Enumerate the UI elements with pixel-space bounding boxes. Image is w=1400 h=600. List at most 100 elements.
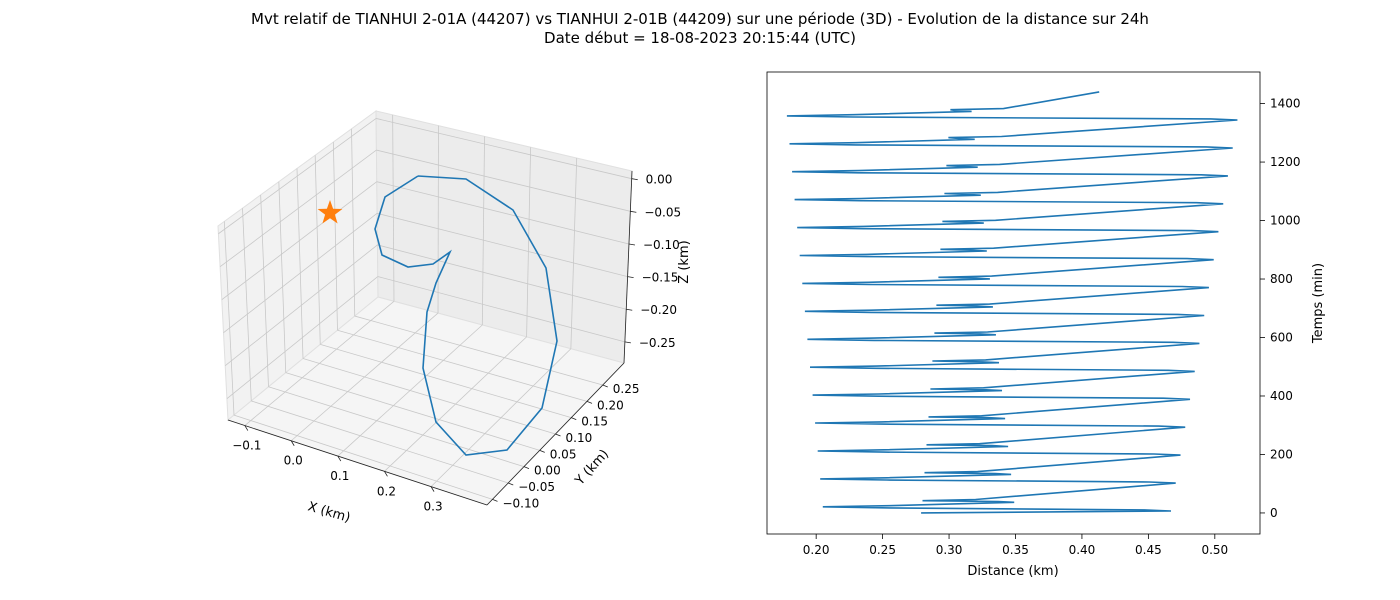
x-tick-4 xyxy=(430,486,435,492)
x-tick-label-4: 0.3 xyxy=(424,500,443,514)
x-axis-label-distance: Distance (km) xyxy=(967,564,1058,579)
grid-z-left-5 xyxy=(226,276,379,399)
grid-z-left-0 xyxy=(218,118,377,235)
z-tick-5 xyxy=(624,341,631,344)
x-tick-3 xyxy=(384,471,388,477)
y-tick-3 xyxy=(539,449,545,453)
y-tick-2 xyxy=(523,466,530,470)
grid-y-wall-3 xyxy=(278,181,287,373)
plot-distance: 0.20 0.25 0.30 0.35 0.40 0.45 0.50 0 200 400 600 8… xyxy=(766,71,1326,579)
y-axis-label-time: Temps (min) xyxy=(1311,263,1326,344)
origin-star-marker xyxy=(317,200,343,224)
grid-y-floor-7 xyxy=(354,315,603,386)
z-tick-label-3: −0.15 xyxy=(642,271,679,285)
distance-tick-label-3: 0.35 xyxy=(1002,543,1029,557)
x-tick-label-2: 0.1 xyxy=(330,469,349,483)
time-tick-label-1: 200 xyxy=(1270,447,1293,461)
z-tick-label-4: −0.20 xyxy=(640,303,677,317)
grid-z-left-4 xyxy=(224,244,378,366)
grid-y-wall-0 xyxy=(223,221,235,416)
z-tick-label-5: −0.25 xyxy=(639,336,676,350)
grid-z-left-3 xyxy=(223,212,378,334)
ticks-3d: −0.1 0.0 0.1 0.2 0.3 −0.10 −0.05 0.00 0.05 0.10 0.… xyxy=(232,173,681,514)
grid-z-left-1 xyxy=(219,149,377,268)
y-tick-label-6: 0.20 xyxy=(597,398,624,412)
grid-z-right-1 xyxy=(376,149,631,212)
y-tick-label-7: 0.25 xyxy=(613,382,640,396)
y-tick-0 xyxy=(492,498,498,502)
grid-z-right-4 xyxy=(377,244,627,310)
chart-title-line2: Date début = 18-08-2023 20:15:44 (UTC) xyxy=(544,29,856,47)
distance-series-line xyxy=(786,91,1238,514)
grid-y-wall-6 xyxy=(332,142,338,331)
time-tick-label-5: 1000 xyxy=(1270,214,1301,228)
z-tick-1 xyxy=(630,210,637,213)
y-tick-label-1: −0.05 xyxy=(518,480,555,494)
x-tick-label-1: 0.0 xyxy=(284,454,303,468)
y-tick-label-5: 0.15 xyxy=(581,415,608,429)
grid-z-right-0 xyxy=(375,118,632,180)
y-tick-7 xyxy=(602,384,608,388)
y-tick-4 xyxy=(555,433,561,437)
y-tick-5 xyxy=(571,417,577,421)
z-tick-label-2: −0.10 xyxy=(643,238,680,252)
time-tick-label-2: 400 xyxy=(1270,389,1293,403)
z-tick-4 xyxy=(626,308,633,311)
time-tick-label-3: 600 xyxy=(1270,331,1293,345)
x-axis-label: X (km) xyxy=(306,499,352,525)
grid-y-floor-0 xyxy=(233,414,493,500)
z-axis-line xyxy=(623,170,633,364)
y-axis-label: Y (km) xyxy=(572,447,612,489)
x-tick-1 xyxy=(290,440,295,446)
z-tick-2 xyxy=(628,243,636,246)
y-tick-6 xyxy=(586,400,593,404)
relative-orbit-line xyxy=(374,175,558,456)
x-tick-2 xyxy=(337,455,342,462)
y-ticks: 0 200 400 600 800 1000 1200 1400 xyxy=(1260,97,1301,520)
grid-y-wall-2 xyxy=(260,194,269,387)
distance-tick-label-5: 0.45 xyxy=(1135,543,1162,557)
grid-y-wall-4 xyxy=(296,168,304,359)
grid-y-wall-1 xyxy=(242,208,252,401)
grid-z-left-2 xyxy=(221,181,378,301)
grid-z-right-2 xyxy=(376,181,630,245)
time-tick-label-6: 1200 xyxy=(1270,155,1301,169)
grid-y-wall-7 xyxy=(351,128,356,317)
time-tick-label-7: 1400 xyxy=(1270,97,1301,111)
y-tick-label-2: 0.00 xyxy=(534,464,561,478)
grid-x-wall-2 xyxy=(481,136,485,325)
distance-tick-label-0: 0.20 xyxy=(803,543,830,557)
grid-z-right-3 xyxy=(377,212,628,277)
grid-y-floor-3 xyxy=(285,372,540,451)
grid-x-wall-0 xyxy=(392,114,395,302)
grid-y-floor-1 xyxy=(251,400,509,484)
y-tick-1 xyxy=(508,482,514,486)
grid-x-wall-3 xyxy=(526,147,532,337)
chart-title-line1: Mvt relatif de TIANHUI 2-01A (44207) vs … xyxy=(251,10,1149,28)
y-tick-label-3: 0.05 xyxy=(550,447,577,461)
x-tick-0 xyxy=(244,425,249,431)
z-tick-0 xyxy=(631,178,638,181)
distance-tick-label-1: 0.25 xyxy=(869,543,896,557)
distance-tick-label-4: 0.40 xyxy=(1069,543,1096,557)
x-tick-label-0: −0.1 xyxy=(232,439,261,453)
y-tick-label-4: 0.10 xyxy=(566,431,593,445)
z-axis-label: Z (km) xyxy=(677,240,692,283)
x-tick-label-3: 0.2 xyxy=(377,484,396,498)
grid-y-floor-5 xyxy=(320,343,572,419)
time-tick-label-0: 0 xyxy=(1270,506,1278,520)
x-axis-line xyxy=(227,419,488,506)
z-tick-3 xyxy=(627,276,634,278)
grid-x-wall-4 xyxy=(570,158,578,349)
y-tick-label-0: −0.10 xyxy=(502,496,539,510)
grid-y-wall-5 xyxy=(314,155,321,345)
distance-tick-label-6: 0.50 xyxy=(1201,543,1228,557)
distance-tick-label-2: 0.30 xyxy=(936,543,963,557)
time-tick-label-4: 800 xyxy=(1270,272,1293,286)
z-tick-label-0: 0.00 xyxy=(646,173,673,187)
plot-3d: −0.1 0.0 0.1 0.2 0.3 −0.10 −0.05 0.00 0.05 0.10 0.… xyxy=(217,110,692,526)
grid-z-right-5 xyxy=(377,276,625,343)
x-ticks: 0.20 0.25 0.30 0.35 0.40 0.45 0.50 xyxy=(803,534,1228,557)
z-tick-label-1: −0.05 xyxy=(644,205,681,219)
